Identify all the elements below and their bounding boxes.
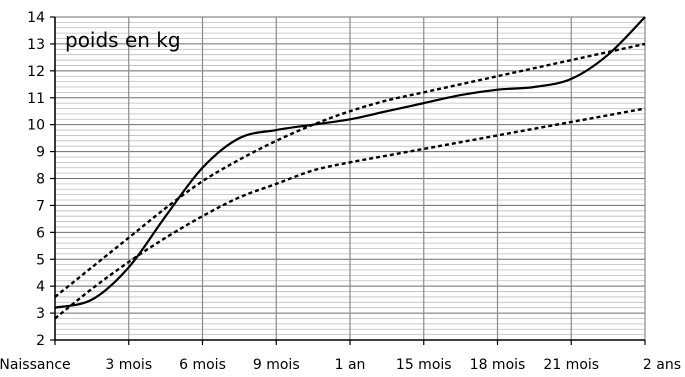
y-tick-label: 4 [36,279,45,295]
x-tick-label: 2 ans [643,357,681,373]
axis-layer [50,16,646,345]
x-tick-label: 1 an [335,357,366,373]
y-tick-label: 13 [27,37,45,53]
y-tick-label: 9 [36,145,45,161]
x-tick-label: Naissance [0,357,71,373]
y-tick-label: 12 [27,64,45,80]
y-tick-label: 5 [36,252,45,268]
series-line-dotted-1 [54,42,646,298]
label-layer: 2 3 4 5 6 7 8 9 10 11 12 13 14 Naissance 3 mois 6 mois 9… [0,10,681,373]
y-tick-label: 10 [27,118,45,134]
y-tick-label: 8 [36,172,45,188]
x-tick-label: 18 mois [470,357,526,373]
series-line-dotted-2 [54,107,646,320]
x-tick-label: 3 mois [105,357,152,373]
y-tick-label: 2 [36,333,45,349]
series-line-solid [54,16,646,309]
x-tick-label: 15 mois [396,357,452,373]
x-tick-label: 21 mois [543,357,599,373]
y-tick-label: 6 [36,225,45,241]
chart-title: poids en kg [65,28,181,52]
grid-layer [54,16,646,341]
y-tick-label: 7 [36,198,45,214]
series-layer [54,16,646,320]
x-tick-label: 6 mois [179,357,226,373]
y-tick-label: 11 [27,91,45,107]
x-tick-label: 9 mois [253,357,300,373]
y-tick-label: 14 [27,10,45,26]
y-tick-label: 3 [36,306,45,322]
